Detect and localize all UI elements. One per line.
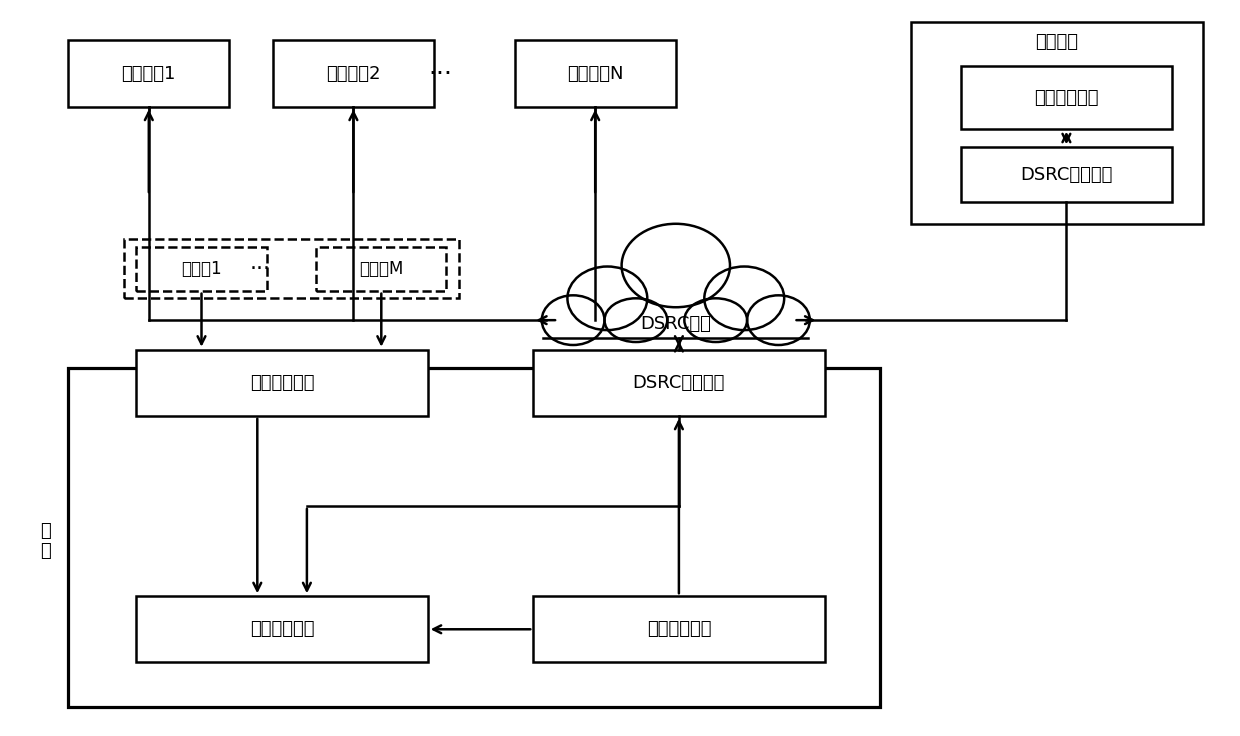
FancyBboxPatch shape	[136, 247, 267, 291]
FancyBboxPatch shape	[515, 40, 676, 107]
FancyBboxPatch shape	[68, 368, 880, 707]
Ellipse shape	[621, 224, 730, 307]
Ellipse shape	[704, 266, 784, 330]
Text: 车辆定位模块: 车辆定位模块	[646, 620, 712, 638]
Text: 目标检测模块: 目标检测模块	[249, 374, 315, 392]
Text: 传感器M: 传感器M	[360, 260, 403, 277]
FancyBboxPatch shape	[68, 40, 229, 107]
FancyBboxPatch shape	[316, 247, 446, 291]
FancyBboxPatch shape	[533, 350, 825, 416]
FancyBboxPatch shape	[273, 40, 434, 107]
Text: 目标车辆N: 目标车辆N	[567, 65, 624, 82]
Text: 车辆跟踪模块: 车辆跟踪模块	[1034, 88, 1099, 107]
Text: 路侧设备: 路侧设备	[1035, 33, 1078, 51]
Text: 目标跟踪模块: 目标跟踪模块	[249, 620, 315, 638]
Text: DSRC通信模块: DSRC通信模块	[632, 374, 725, 392]
FancyBboxPatch shape	[136, 596, 428, 662]
Text: 目标车辆2: 目标车辆2	[326, 65, 381, 82]
Ellipse shape	[605, 298, 667, 342]
Text: 传感器1: 传感器1	[181, 260, 222, 277]
Text: 目标车辆1: 目标车辆1	[122, 65, 176, 82]
Ellipse shape	[684, 298, 746, 342]
FancyBboxPatch shape	[961, 66, 1172, 129]
Text: DSRC网络: DSRC网络	[640, 315, 712, 333]
Text: ···: ···	[250, 258, 270, 279]
FancyBboxPatch shape	[533, 596, 825, 662]
Ellipse shape	[746, 295, 810, 345]
FancyBboxPatch shape	[911, 22, 1203, 224]
Ellipse shape	[568, 266, 647, 330]
Bar	[541, 335, 811, 370]
Text: ···: ···	[428, 62, 453, 85]
Text: DSRC通信模块: DSRC通信模块	[1021, 166, 1112, 184]
FancyBboxPatch shape	[124, 239, 459, 298]
FancyBboxPatch shape	[961, 147, 1172, 202]
Text: 主
车: 主 车	[41, 522, 51, 560]
FancyBboxPatch shape	[136, 350, 428, 416]
Ellipse shape	[542, 295, 605, 345]
